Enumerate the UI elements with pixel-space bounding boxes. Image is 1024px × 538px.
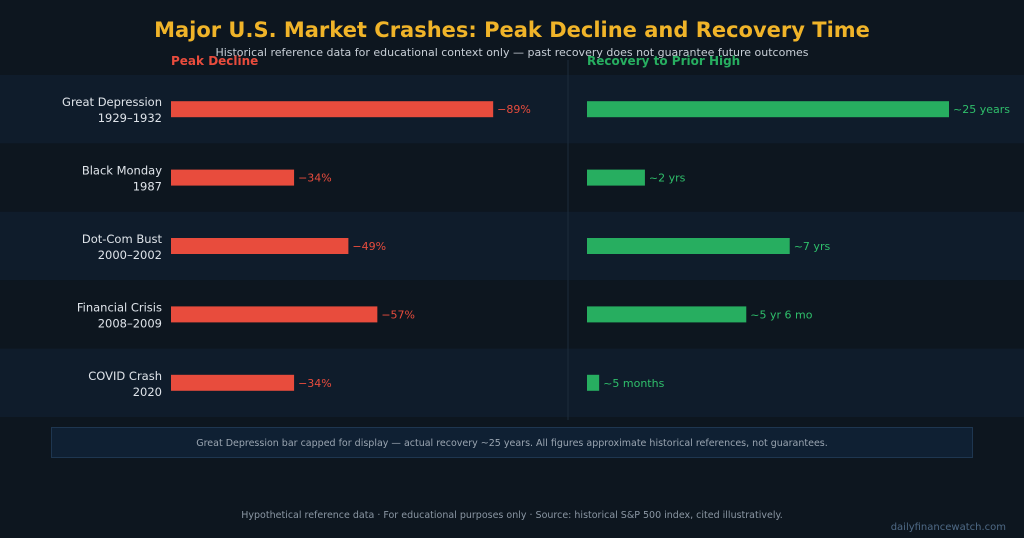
decline-bar — [171, 101, 494, 118]
recovery-bar — [587, 306, 747, 323]
category-period: 2020 — [133, 385, 162, 399]
row-band — [0, 348, 1024, 417]
category-name: Dot-Com Bust — [82, 232, 163, 246]
decline-label: −49% — [352, 240, 386, 253]
decline-label: −34% — [298, 377, 332, 390]
recovery-label: ~5 yr 6 mo — [750, 308, 812, 321]
decline-bar — [171, 238, 349, 254]
peak-decline-header: Peak Decline — [171, 54, 258, 68]
decline-label: −57% — [381, 308, 415, 321]
recovery-bar — [587, 169, 645, 186]
category-period: 1929–1932 — [98, 111, 162, 125]
recovery-label: ~5 months — [603, 377, 664, 390]
category-period: 2000–2002 — [98, 248, 162, 262]
brand-text: dailyfinancewatch.com — [891, 522, 1006, 533]
category-period: 1987 — [133, 180, 162, 194]
row-band — [0, 211, 1024, 281]
recovery-bar — [587, 238, 790, 254]
decline-bar — [171, 306, 378, 323]
recovery-label: ~25 years — [953, 103, 1010, 116]
decline-bar — [171, 169, 295, 186]
recovery-header: Recovery to Prior High — [587, 54, 740, 68]
footer-text: Hypothetical reference data · For educat… — [241, 510, 783, 521]
chart-title: Major U.S. Market Crashes: Peak Decline … — [154, 18, 870, 42]
category-period: 2008–2009 — [98, 316, 162, 330]
category-name: Black Monday — [82, 164, 162, 178]
category-name: Financial Crisis — [77, 300, 162, 314]
note-text: Great Depression bar capped for display … — [196, 438, 828, 449]
category-name: COVID Crash — [88, 369, 162, 383]
recovery-label: ~2 yrs — [649, 172, 686, 185]
decline-label: −89% — [497, 103, 531, 116]
recovery-bar — [587, 101, 949, 118]
note-box — [51, 427, 973, 458]
category-name: Great Depression — [62, 95, 162, 109]
row-band — [0, 143, 1024, 212]
row-band — [0, 280, 1024, 349]
recovery-bar — [587, 374, 600, 391]
decline-bar — [171, 374, 295, 391]
decline-label: −34% — [298, 172, 332, 185]
chart-subtitle: Historical reference data for educationa… — [215, 46, 808, 59]
recovery-label: ~7 yrs — [794, 240, 831, 253]
